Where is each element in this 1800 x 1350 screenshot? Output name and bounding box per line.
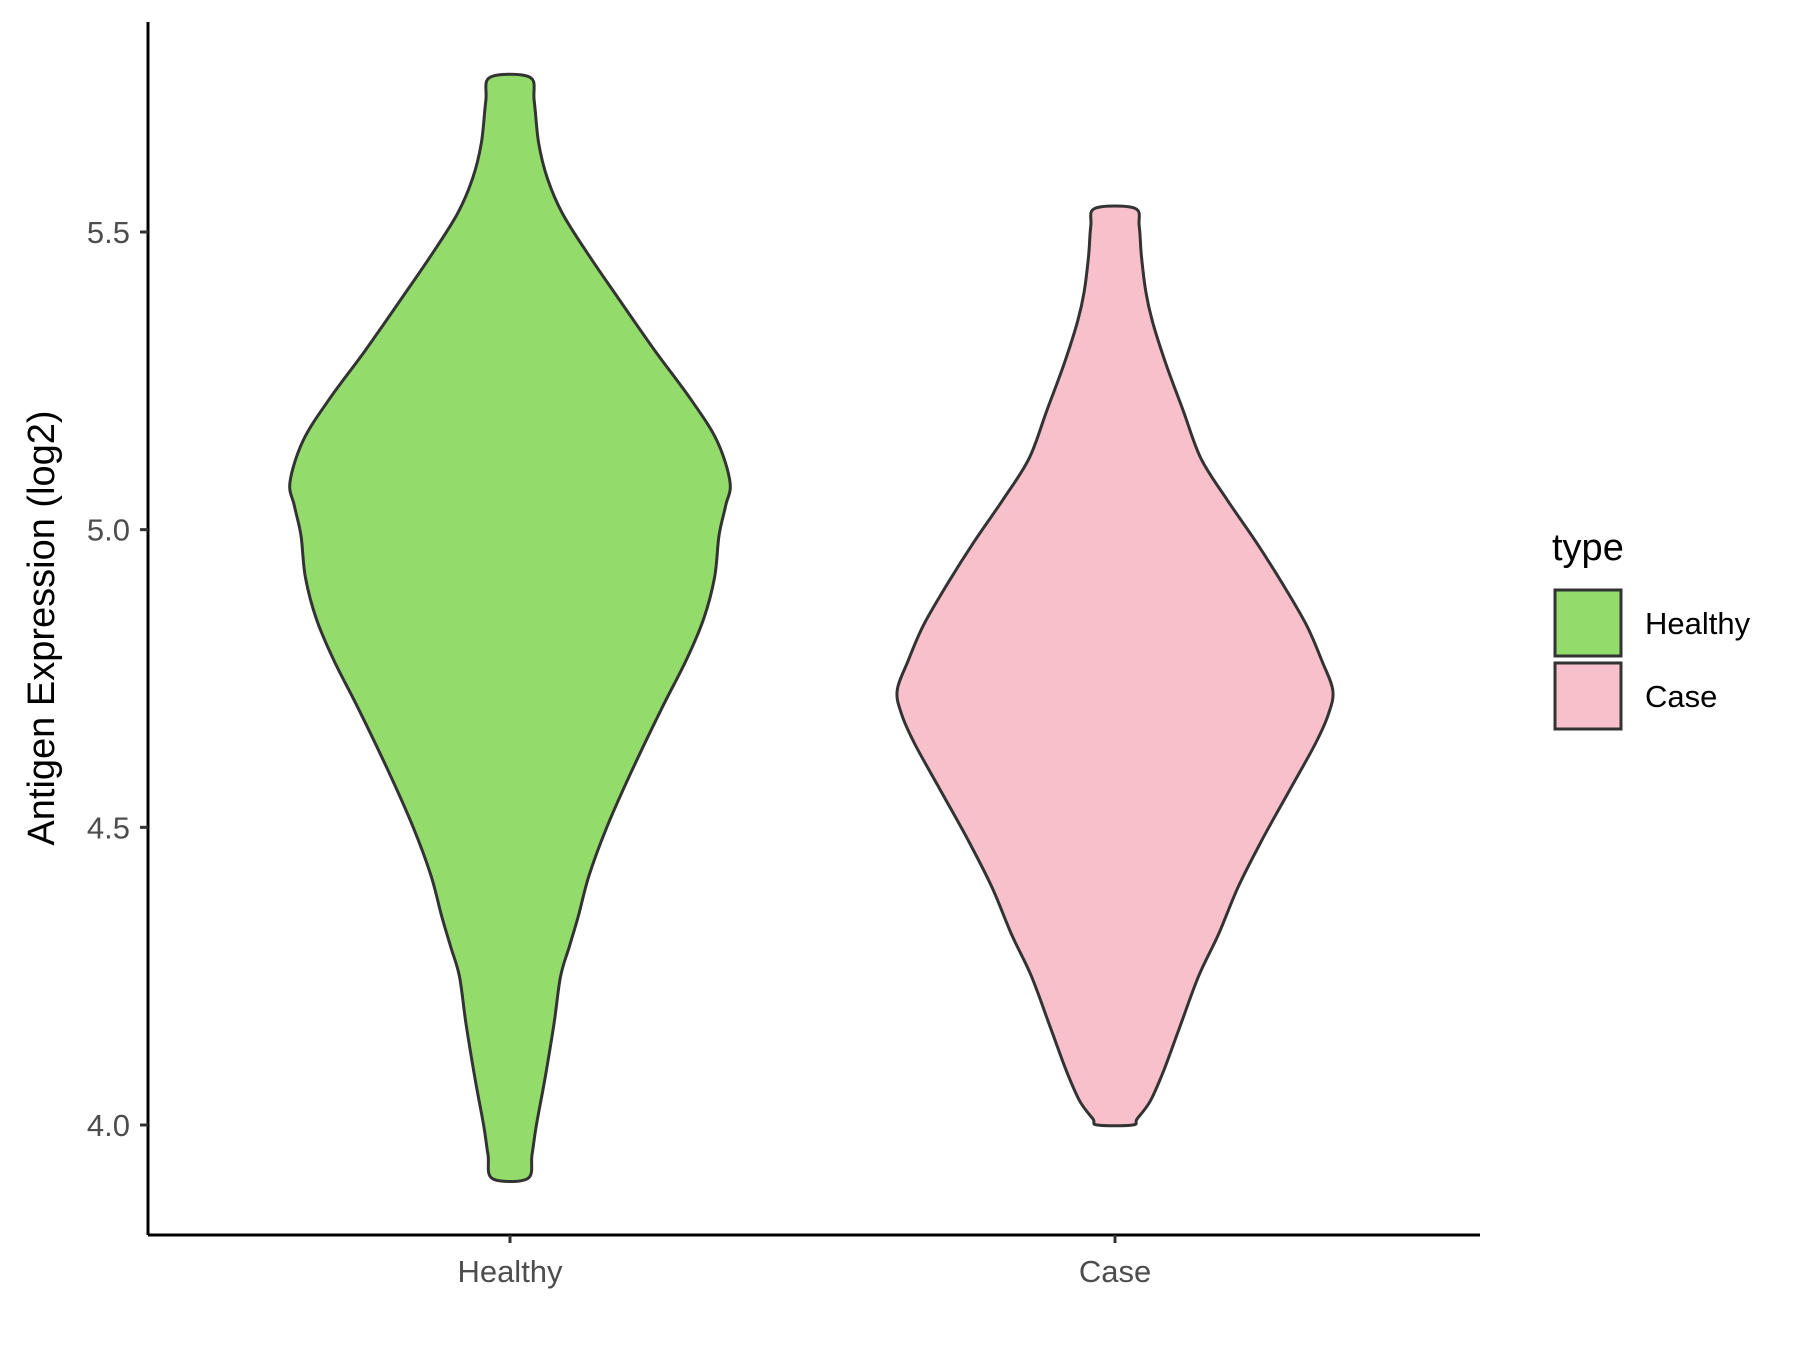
legend-key-healthy <box>1553 588 1623 658</box>
legend-title: type <box>1552 527 1624 569</box>
y-tick-label: 4.5 <box>87 810 130 845</box>
x-ticks: Healthy Case <box>457 1235 1151 1289</box>
legend-key-case <box>1553 661 1623 731</box>
violin-case <box>895 204 1335 1128</box>
violin-healthy <box>288 72 732 1184</box>
legend-entries: Healthy Case <box>1553 588 1751 731</box>
y-tick-label: 5.0 <box>87 513 130 548</box>
legend-label-case: Case <box>1645 679 1717 714</box>
y-tick-label: 5.5 <box>87 215 130 250</box>
legend-label-healthy: Healthy <box>1645 606 1751 641</box>
y-ticks: 4.0 4.5 5.0 5.5 <box>87 215 148 1143</box>
x-tick-label: Case <box>1079 1254 1151 1289</box>
x-tick-label: Healthy <box>457 1254 563 1289</box>
legend: type Healthy Case <box>1552 527 1751 731</box>
y-axis-title: Antigen Expression (log2) <box>21 410 63 845</box>
axes-layer <box>146 22 1480 1237</box>
violins-layer <box>288 72 1335 1184</box>
y-tick-label: 4.0 <box>87 1108 130 1143</box>
